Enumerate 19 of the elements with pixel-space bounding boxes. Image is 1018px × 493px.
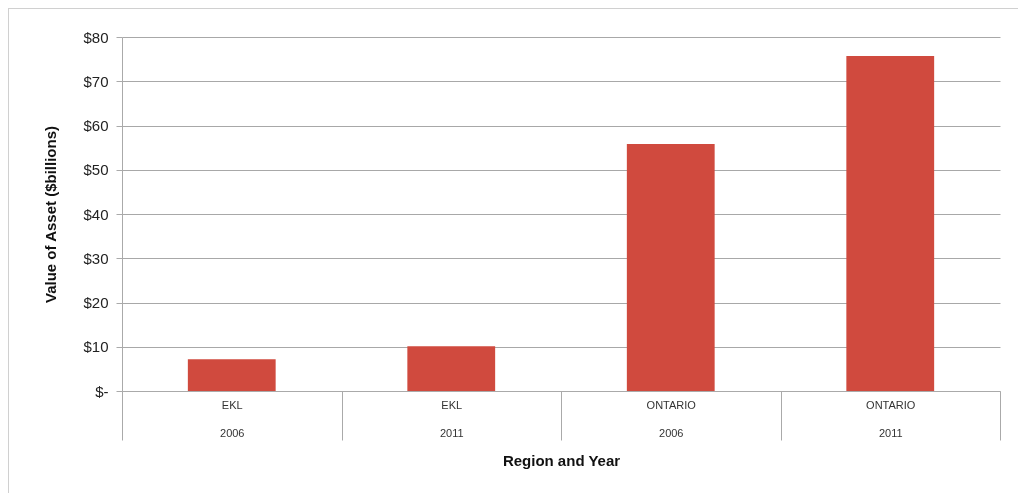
- y-tick-label: $60: [83, 117, 109, 134]
- y-tick-label: $30: [83, 249, 109, 267]
- y-tick-label: $-: [95, 382, 109, 400]
- y-tick-label: $20: [83, 294, 109, 311]
- category-label: ONTARIO 2011: [866, 398, 916, 439]
- y-tick-label: $10: [83, 338, 109, 356]
- y-axis-title: Value of Asset ($billions): [41, 126, 59, 303]
- y-tick-label: $80: [83, 28, 109, 46]
- bar: [626, 144, 715, 391]
- y-tick-label: $50: [83, 161, 109, 179]
- category-label: EKL 2006: [220, 398, 245, 439]
- bar: [846, 56, 935, 391]
- bar: [407, 346, 496, 391]
- category-label: ONTARIO 2006: [646, 398, 696, 439]
- bar: [187, 359, 276, 391]
- y-tick-label: $70: [83, 72, 109, 90]
- y-tick-label: $40: [83, 205, 109, 223]
- x-axis-title: Region and Year: [502, 451, 621, 469]
- category-label: EKL 2011: [439, 398, 464, 439]
